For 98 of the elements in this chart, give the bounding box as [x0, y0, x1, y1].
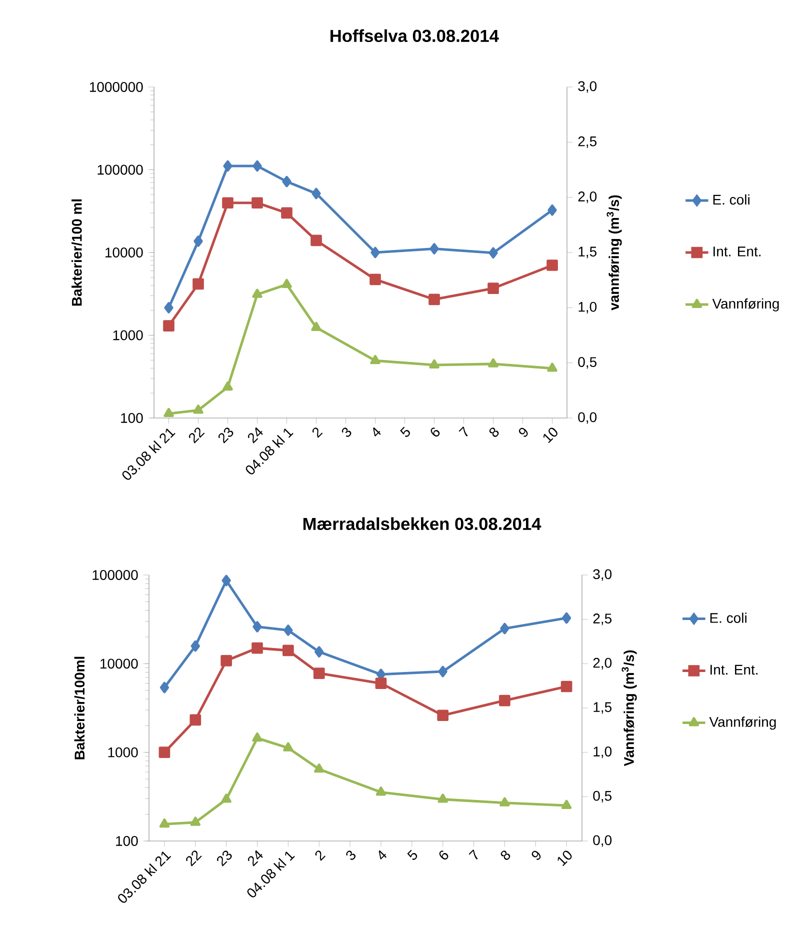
- y2-tick-label: 2,5: [593, 614, 612, 626]
- point: [313, 668, 325, 679]
- y2-tick-label: 0,0: [578, 412, 597, 424]
- point: [562, 612, 572, 624]
- y-tick-label: 1000: [113, 330, 143, 340]
- y2-tick-label: 0,5: [593, 790, 612, 802]
- y2-axis-title: vannføring (m$^{3}$/s): [606, 195, 622, 310]
- legend-label: Int. Ent.: [710, 664, 758, 675]
- y2-tick-label: 0,5: [578, 357, 596, 369]
- point: [437, 710, 448, 722]
- y2-tick-label: 0,0: [593, 835, 612, 847]
- point: [223, 160, 232, 172]
- y2-tick-label: 2,0: [578, 192, 597, 204]
- point: [222, 574, 231, 586]
- point: [312, 188, 321, 200]
- x-tick-label: 24: [248, 850, 263, 866]
- point: [282, 644, 294, 656]
- y-tick-label: 10000: [100, 658, 138, 669]
- point: [192, 278, 204, 290]
- x-tick-label: 4: [373, 427, 381, 436]
- y-tick-label: 100: [116, 836, 138, 846]
- y2-tick-label: 1,0: [594, 746, 612, 758]
- x-tick-label: 3: [342, 428, 352, 437]
- x-tick-label: 3: [346, 850, 356, 860]
- point: [220, 655, 232, 666]
- point: [546, 260, 558, 271]
- point: [252, 160, 262, 172]
- point: [158, 746, 170, 758]
- x-tick-label: 9: [518, 428, 528, 437]
- point: [160, 682, 170, 694]
- point: [375, 678, 387, 690]
- point: [314, 646, 324, 658]
- legend-label: Int. Ent.: [714, 246, 760, 256]
- x-tick-label: 10: [543, 428, 558, 444]
- chart-title: Hoffselva 03.08.2014: [330, 29, 499, 42]
- point: [252, 642, 263, 654]
- x-tick-label: 10: [558, 850, 572, 866]
- point: [428, 294, 440, 306]
- x-tick-label: 7: [458, 426, 468, 437]
- x-tick-label: 5: [400, 426, 410, 437]
- y2-tick-label: 3,0: [593, 569, 612, 581]
- y-tick-label: 100000: [92, 570, 138, 580]
- x-tick-label: 4: [378, 850, 387, 860]
- point: [190, 714, 202, 726]
- y-axis-title: Bakterier/100 ml: [72, 199, 82, 306]
- point: [370, 274, 381, 286]
- legend-label: E. coli: [710, 612, 746, 623]
- point: [284, 624, 293, 636]
- point: [252, 197, 263, 209]
- x-tick-label: 6: [430, 428, 440, 437]
- x-tick-label: 23: [217, 850, 232, 866]
- x-tick-label: 9: [532, 850, 541, 860]
- y2-axis-title: Vannføring (m$^{3}$/s): [622, 650, 637, 766]
- y-tick-label: 100: [121, 413, 143, 423]
- x-tick-label: 22: [188, 428, 205, 444]
- point: [222, 197, 234, 209]
- point: [252, 621, 262, 632]
- x-tick-label: 23: [218, 428, 234, 444]
- x-tick-label: 2: [315, 850, 326, 861]
- x-tick-label: 2: [312, 428, 323, 438]
- y2-tick-label: 1,5: [578, 246, 596, 258]
- y-tick-label: 10000: [106, 248, 143, 258]
- point: [488, 282, 499, 294]
- x-tick-label: 8: [500, 850, 510, 860]
- y2-tick-label: 2,5: [578, 136, 596, 148]
- point: [164, 302, 174, 314]
- point: [163, 320, 174, 332]
- y2-tick-label: 1,0: [578, 302, 597, 314]
- point: [560, 680, 572, 692]
- x-tick-label: 6: [439, 850, 448, 860]
- point: [499, 694, 510, 706]
- point: [282, 176, 292, 188]
- point: [310, 234, 322, 246]
- x-tick-label: 24: [248, 427, 263, 444]
- y-tick-label: 1000000: [90, 82, 143, 92]
- point: [430, 243, 439, 254]
- y2-tick-label: 3,0: [578, 81, 597, 93]
- point: [194, 236, 203, 247]
- y-axis-title: Bakterier/100ml: [74, 656, 85, 760]
- y-tick-label: 100000: [98, 164, 143, 175]
- point: [548, 204, 557, 216]
- x-tick-label: 8: [489, 428, 499, 437]
- legend-label: Vannføring: [709, 716, 776, 730]
- y2-tick-label: 1,5: [594, 702, 612, 714]
- y2-tick-label: 2,0: [593, 658, 612, 670]
- y-tick-label: 1000: [108, 747, 138, 758]
- point: [438, 666, 448, 678]
- legend-label: E. coli: [713, 194, 750, 205]
- point: [500, 622, 510, 634]
- x-tick-label: 22: [186, 850, 202, 866]
- x-tick-label: 7: [468, 849, 478, 860]
- legend-label: Vannføring: [712, 298, 779, 312]
- point: [281, 207, 292, 219]
- point: [488, 247, 498, 259]
- x-tick-label: 5: [407, 850, 418, 860]
- point: [370, 246, 380, 258]
- point: [190, 640, 200, 652]
- chart-title: Mærradalsbekken 03.08.2014: [303, 517, 542, 530]
